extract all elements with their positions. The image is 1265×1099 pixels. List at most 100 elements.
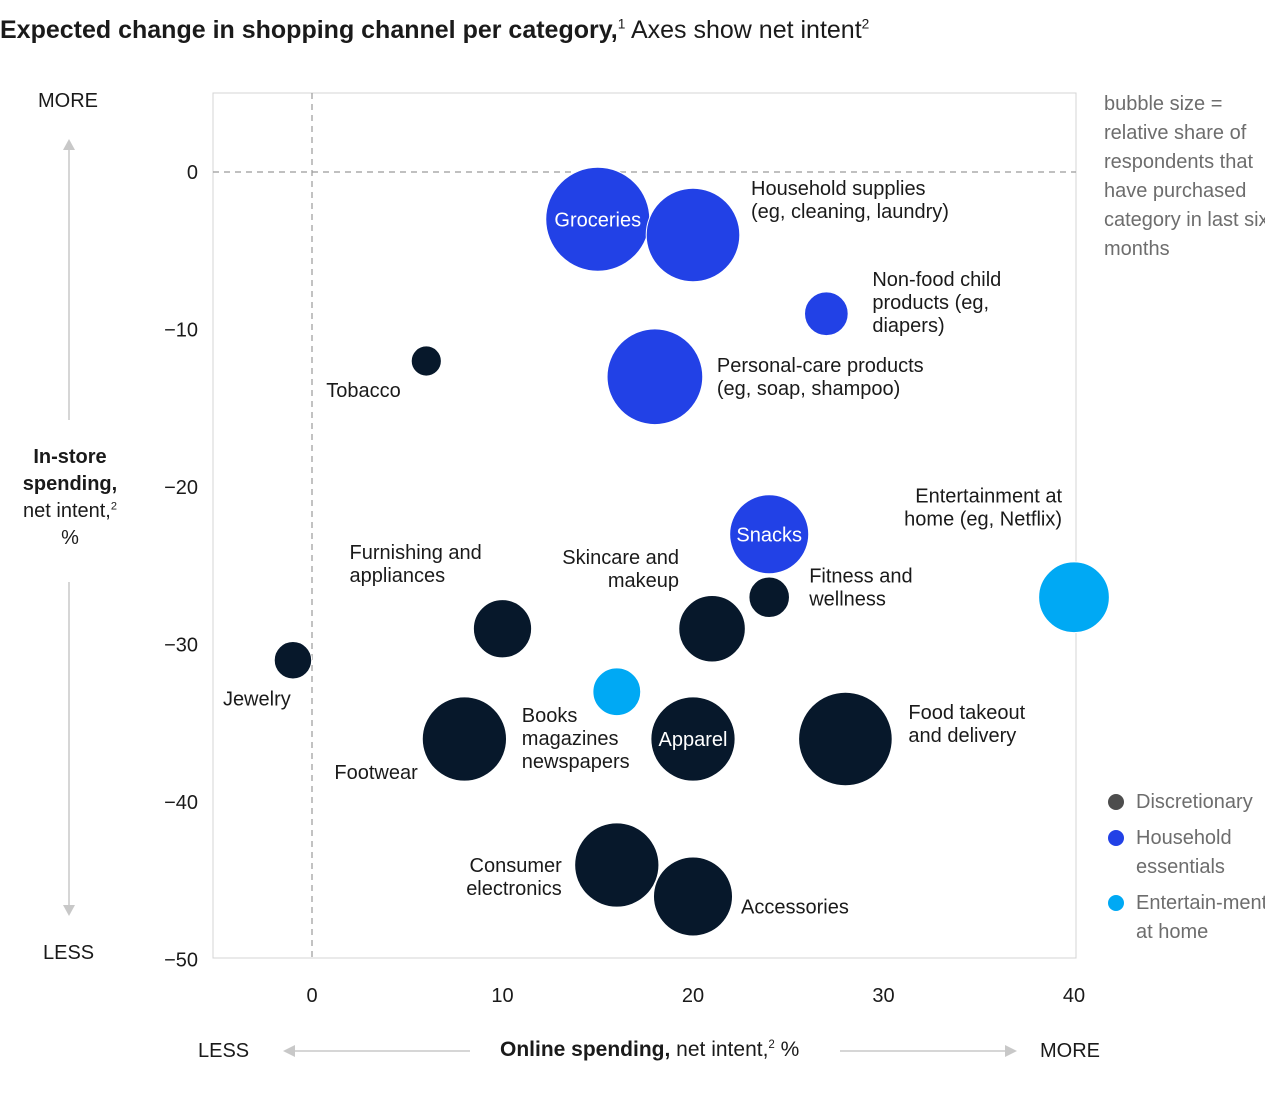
x-tick-label: 0 xyxy=(306,985,317,1007)
bubble-label-furnishing-and-appliances: Furnishing and appliances xyxy=(350,542,482,587)
y-tick-label: −40 xyxy=(164,792,198,814)
x-tick-label: 30 xyxy=(872,985,894,1007)
bubble-label-line: (eg, cleaning, laundry) xyxy=(751,201,949,223)
bubble-non-food-child-products-eg-diapers xyxy=(804,291,849,337)
bubble-label-jewelry: Jewelry xyxy=(223,688,291,710)
bubble-label-line: magazines xyxy=(522,728,619,750)
legend-item-discretionary: Discretionary xyxy=(1108,788,1265,817)
y-tick-label: 0 xyxy=(187,162,198,184)
title-bold: Expected change in shopping channel per … xyxy=(0,16,618,44)
y-axis-title: In-store spending, net intent,2 % xyxy=(10,444,130,552)
x-axis-title-bold: Online spending, xyxy=(500,1038,671,1061)
y-axis-title-bold2: spending, xyxy=(22,473,118,495)
title-rest: Axes show net intent xyxy=(625,16,862,44)
bubble-label-line: Books xyxy=(522,705,578,727)
bubble-label-line: Non-food child xyxy=(872,269,1001,291)
bubble-label-line: Food takeout xyxy=(908,702,1025,724)
bubble-label-line: home (eg, Netflix) xyxy=(904,508,1062,530)
bubble-label-line: Household supplies xyxy=(751,178,926,200)
bubble-label-skincare-and-makeup: Skincare and makeup xyxy=(562,547,679,592)
bubble-label-books-magazines-newspapers: Books magazines newspapers xyxy=(522,705,630,773)
bubble-footwear xyxy=(421,696,508,782)
x-arrow-right-head xyxy=(1005,1045,1017,1057)
bubble-label-line: Footwear xyxy=(334,762,418,784)
legend-item-household: Household essentials xyxy=(1108,824,1265,882)
legend-label-entertainment: Entertain-ment at home xyxy=(1136,892,1265,943)
x-tick-label: 20 xyxy=(682,985,704,1007)
y-axis-title-unit: % xyxy=(61,527,79,549)
legend-dot-entertainment xyxy=(1108,895,1124,911)
bubble-snacks xyxy=(729,494,810,575)
y-arrow-down-head xyxy=(63,905,75,916)
bubble-accessories xyxy=(652,856,734,937)
y-axis-title-line3: net intent, xyxy=(23,500,111,522)
bubble-label-line: newspapers xyxy=(522,751,630,773)
bubble-apparel xyxy=(650,696,736,782)
bubble-label-line: Tobacco xyxy=(326,380,401,402)
y-tick-label: −10 xyxy=(164,320,198,342)
bubble-label-line: Accessories xyxy=(741,897,849,919)
bubble-label-food-takeout-and-delivery: Food takeout and delivery xyxy=(908,702,1025,747)
bubble-fitness-and-wellness xyxy=(748,576,790,619)
bubble-label-line: Fitness and xyxy=(809,565,912,587)
bubble-consumer-electronics xyxy=(574,822,660,908)
y-axis-less-label: LESS xyxy=(43,942,95,964)
bubble-label-accessories: Accessories xyxy=(741,897,849,919)
bubble-label-footwear: Footwear xyxy=(334,762,418,784)
bubble-food-takeout-and-delivery xyxy=(798,691,893,787)
bubble-label-line: Personal-care products xyxy=(717,355,924,377)
bubble-skincare-and-makeup xyxy=(678,594,746,663)
y-axis-more-label: MORE xyxy=(38,90,98,112)
plot-frame xyxy=(212,92,1077,959)
legend-dot-discretionary xyxy=(1108,794,1124,810)
bubble-furnishing-and-appliances xyxy=(472,599,533,659)
bubble-label-personal-care-products-eg-soap-shampoo: Personal-care products (eg, soap, shampoo… xyxy=(717,355,924,400)
bubble-label-line: appliances xyxy=(350,565,446,587)
legend-label-household: Household essentials xyxy=(1136,827,1232,878)
x-tick-label: 40 xyxy=(1063,985,1085,1007)
bubble-label-entertainment-at-home-eg-netflix: Entertainment at home (eg, Netflix) xyxy=(904,485,1062,530)
bubble-label-line: and delivery xyxy=(908,725,1016,747)
title-bold-sup: 1 xyxy=(617,16,626,32)
legend-label-discretionary: Discretionary xyxy=(1136,791,1253,813)
bubble-label-line: Jewelry xyxy=(223,688,291,710)
bubble-household-supplies-eg-cleaning-laundry xyxy=(645,187,741,283)
bubble-label-line: (eg, soap, shampoo) xyxy=(717,378,900,400)
x-axis-more-label: MORE xyxy=(1040,1040,1100,1062)
bubble-label-line: diapers) xyxy=(872,315,944,337)
bubble-label-line: makeup xyxy=(608,570,679,592)
bubble-entertainment-at-home-eg-netflix xyxy=(1038,561,1110,634)
bubble-label-line: products (eg, xyxy=(872,292,989,314)
bubble-label-line: Entertainment at xyxy=(915,485,1062,507)
bubble-label-household-supplies-eg-cleaning-laundry: Household supplies (eg, cleaning, laundry… xyxy=(751,178,949,223)
bubble-label-fitness-and-wellness: Fitness and wellness xyxy=(808,565,912,610)
bubble-size-note: bubble size = relative share of responde… xyxy=(1104,93,1265,260)
x-axis-title-rest: net intent, xyxy=(670,1038,769,1061)
bubble-label-line: electronics xyxy=(466,878,562,900)
bubble-personal-care-products-eg-soap-shampoo xyxy=(606,328,704,426)
bubble-label-groceries: Groceries xyxy=(554,209,641,231)
bubble-label-non-food-child-products-eg-diapers: Non-food child products (eg, diapers) xyxy=(872,269,1001,337)
legend: Discretionary Household essentials Enter… xyxy=(1108,788,1265,954)
legend-item-entertainment: Entertain-ment at home xyxy=(1108,889,1265,947)
x-arrow-left-head xyxy=(283,1045,295,1057)
bubble-label-snacks: Snacks xyxy=(736,524,802,546)
y-tick-label: −20 xyxy=(164,477,198,499)
y-arrow-up-head xyxy=(63,139,75,150)
legend-dot-household xyxy=(1108,830,1124,846)
bubble-jewelry xyxy=(273,641,313,680)
x-axis-less-label: LESS xyxy=(198,1040,250,1062)
title-rest-sup: 2 xyxy=(861,16,870,32)
chart-title: Expected change in shopping channel per … xyxy=(0,16,869,45)
y-axis-title-sup: 2 xyxy=(110,500,117,513)
bubble-label-line: Skincare and xyxy=(562,547,679,569)
x-axis-title-unit: % xyxy=(774,1038,800,1061)
x-axis-title: Online spending, net intent,2 % xyxy=(500,1038,799,1062)
bubble-tobacco xyxy=(410,345,442,377)
bubble-books-magazines-newspapers xyxy=(592,667,642,717)
bubble-label-consumer-electronics: Consumer electronics xyxy=(466,855,562,900)
bubble-label-line: Furnishing and xyxy=(350,542,482,564)
bubble-label-tobacco: Tobacco xyxy=(326,380,401,402)
bubble-label-line: wellness xyxy=(808,588,886,610)
